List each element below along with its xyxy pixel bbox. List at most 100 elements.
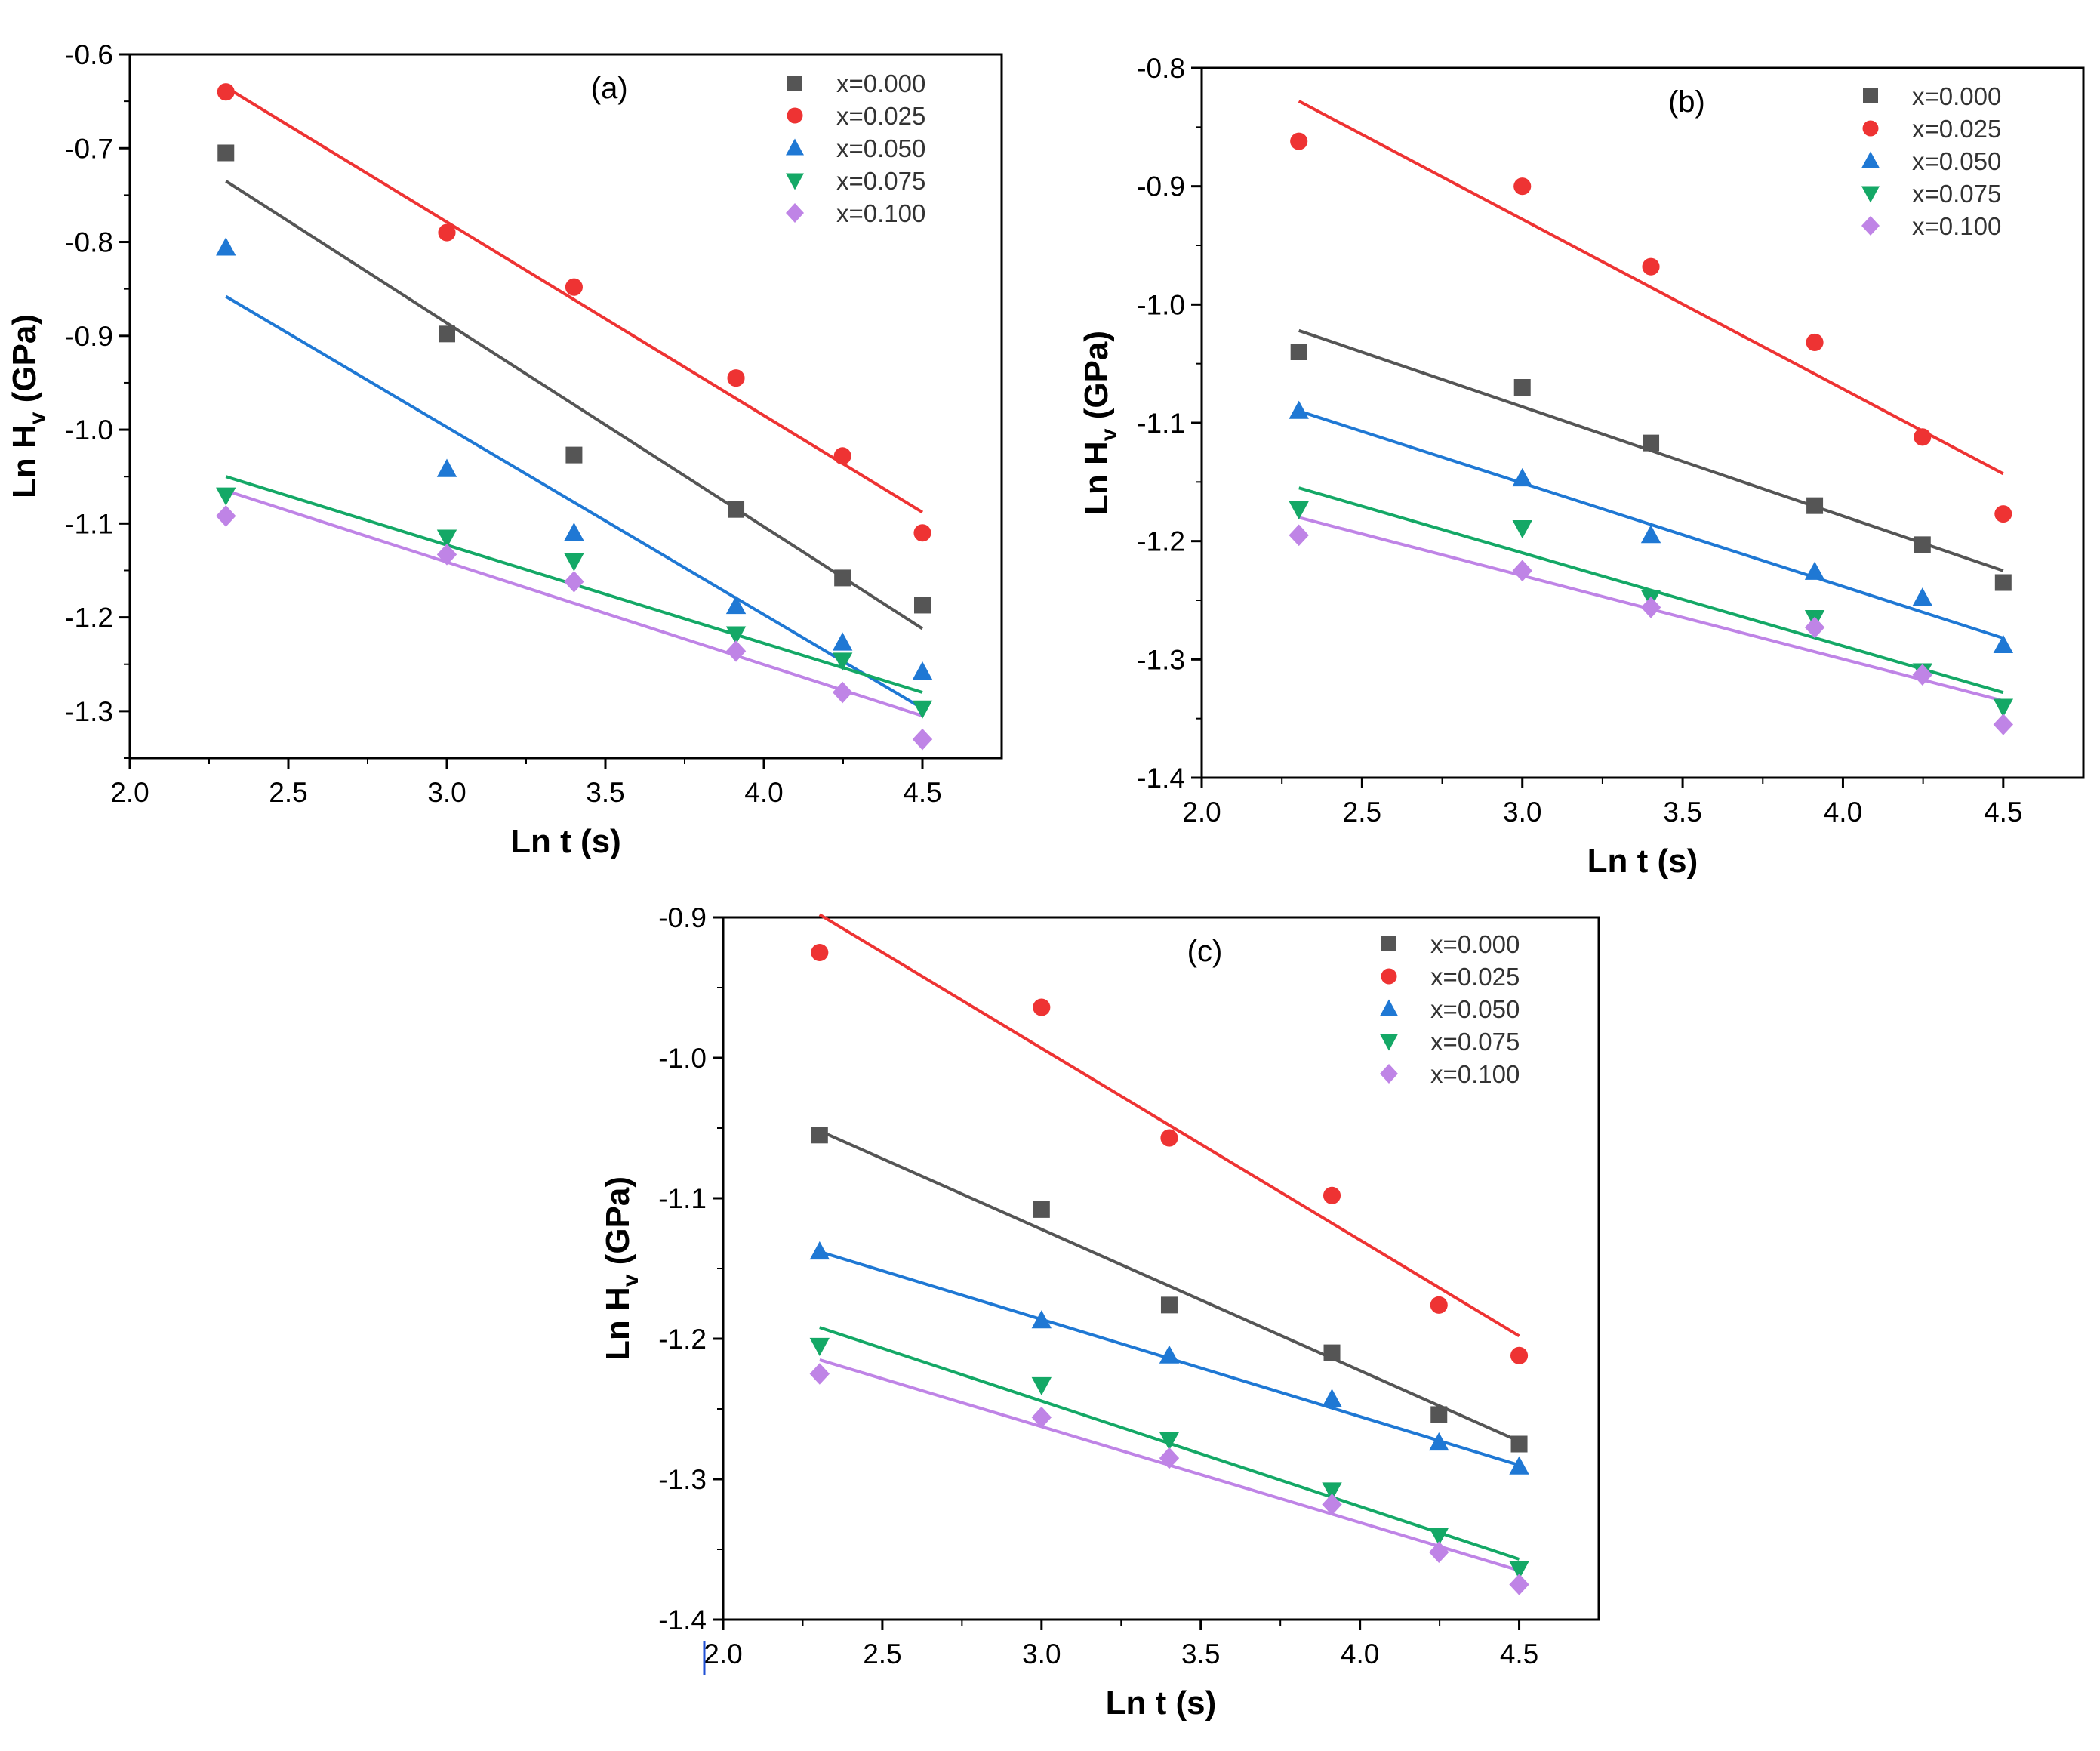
data-point [1993,714,2014,735]
data-point [912,728,933,751]
data-point [1322,1389,1342,1407]
fit-line [225,85,924,514]
data-point [1512,467,1532,487]
y-tick-label: -1.0 [65,415,113,445]
data-point [1993,698,2014,717]
panel-label: (c) [1187,935,1223,968]
data-point [834,569,851,587]
data-point [1289,400,1309,419]
y-tick-label: -1.4 [658,1605,707,1635]
chart-panel-c: 2.0 2.5 3.0 3.5 4.0 4.5 -0.9 -1.0 -1.1 -1.2 -1.3 -1… [599,902,1600,1722]
data-point [811,943,829,962]
data-point [565,446,583,464]
legend-marker [786,203,804,223]
data-point [1912,587,1932,606]
data-point [1323,1344,1341,1361]
data-point [832,652,853,671]
data-point [1806,497,1824,514]
data-point [436,544,457,566]
data-point [1640,597,1661,618]
data-point [1033,998,1051,1016]
data-point [1912,664,1932,686]
legend-marker [1863,88,1878,103]
legend-marker [1380,1064,1398,1084]
data-point [217,83,235,101]
data-point [564,553,584,572]
data-point [811,1127,828,1144]
data-point [564,523,584,541]
y-tick-label: -1.1 [65,508,113,539]
data-point [912,700,933,719]
x-tick-label: 2.5 [863,1638,901,1669]
data-point [1513,379,1531,396]
legend-entry: x=0.050 [836,134,925,162]
legend-marker [1861,151,1880,168]
panel-label: (a) [591,72,628,105]
data-point [1804,561,1825,580]
data-point [1322,1494,1342,1515]
legend-marker [787,76,802,91]
y-tick-label: -1.0 [658,1043,707,1074]
fit-line [225,294,924,710]
data-point [728,501,745,518]
data-point [1159,1447,1180,1469]
x-tick-label: 3.5 [586,777,624,808]
data-point [1510,1346,1529,1364]
legend-entry: x=0.100 [1912,212,2001,240]
x-tick-label: 3.0 [1022,1638,1061,1669]
legend-entry: x=0.050 [1912,147,2001,175]
legend-marker [1380,999,1398,1016]
y-tick-label: -0.9 [658,902,707,933]
y-axis-title: Ln Hv (GPa) [6,314,50,498]
x-tick-label: 4.5 [1500,1638,1538,1669]
data-point [1031,1406,1052,1429]
legend-entry: x=0.000 [1912,82,2001,110]
fit-line [225,489,923,717]
x-tick-label: 4.0 [1824,797,1862,828]
data-point [438,223,456,242]
x-tick-label: 2.0 [1182,797,1221,828]
data-point [436,458,457,477]
data-point [832,681,853,704]
data-point [809,1241,830,1260]
y-tick-label: -0.9 [65,321,113,352]
x-tick-label: 2.5 [1343,797,1381,828]
x-axis-title: Ln t (s) [1106,1685,1217,1722]
y-tick-label: -1.3 [1137,644,1185,675]
y-tick-label: -0.9 [1137,171,1185,202]
legend-entry: x=0.025 [1430,963,1520,991]
fit-line [225,180,924,630]
x-axis-title: Ln t (s) [510,823,621,860]
panel-label: (b) [1668,85,1705,119]
data-point [1509,1574,1529,1595]
data-point [1510,1435,1528,1453]
legend-marker [1861,186,1880,203]
data-point [1031,1376,1052,1396]
y-tick-label: -0.8 [1137,53,1185,84]
legend-marker [1381,968,1397,985]
legend-entry: x=0.075 [1430,1028,1520,1056]
legend-entry: x=0.075 [836,167,925,195]
y-axis-title: Ln Hv (GPa) [599,1176,643,1361]
x-axis-title: Ln t (s) [1587,843,1698,880]
data-point [913,524,931,542]
x-tick-label: 4.5 [903,777,941,808]
data-point [809,1363,830,1385]
legend-marker [1381,936,1396,951]
legend-marker [1862,120,1879,137]
data-point [1429,1527,1449,1546]
data-point [1914,536,1931,553]
x-tick-label: 4.0 [744,777,783,808]
data-point [1323,1186,1341,1204]
data-point [833,447,851,465]
data-point [1993,634,2014,653]
data-point [216,237,236,256]
legend-marker [1861,216,1880,236]
y-tick-label: -0.7 [65,133,113,164]
plot-frame [128,53,1003,760]
y-tick-label: -1.1 [1137,408,1185,439]
y-tick-label: -0.6 [65,39,113,70]
x-tick-label: 4.5 [1984,797,2022,828]
data-point [436,529,457,548]
